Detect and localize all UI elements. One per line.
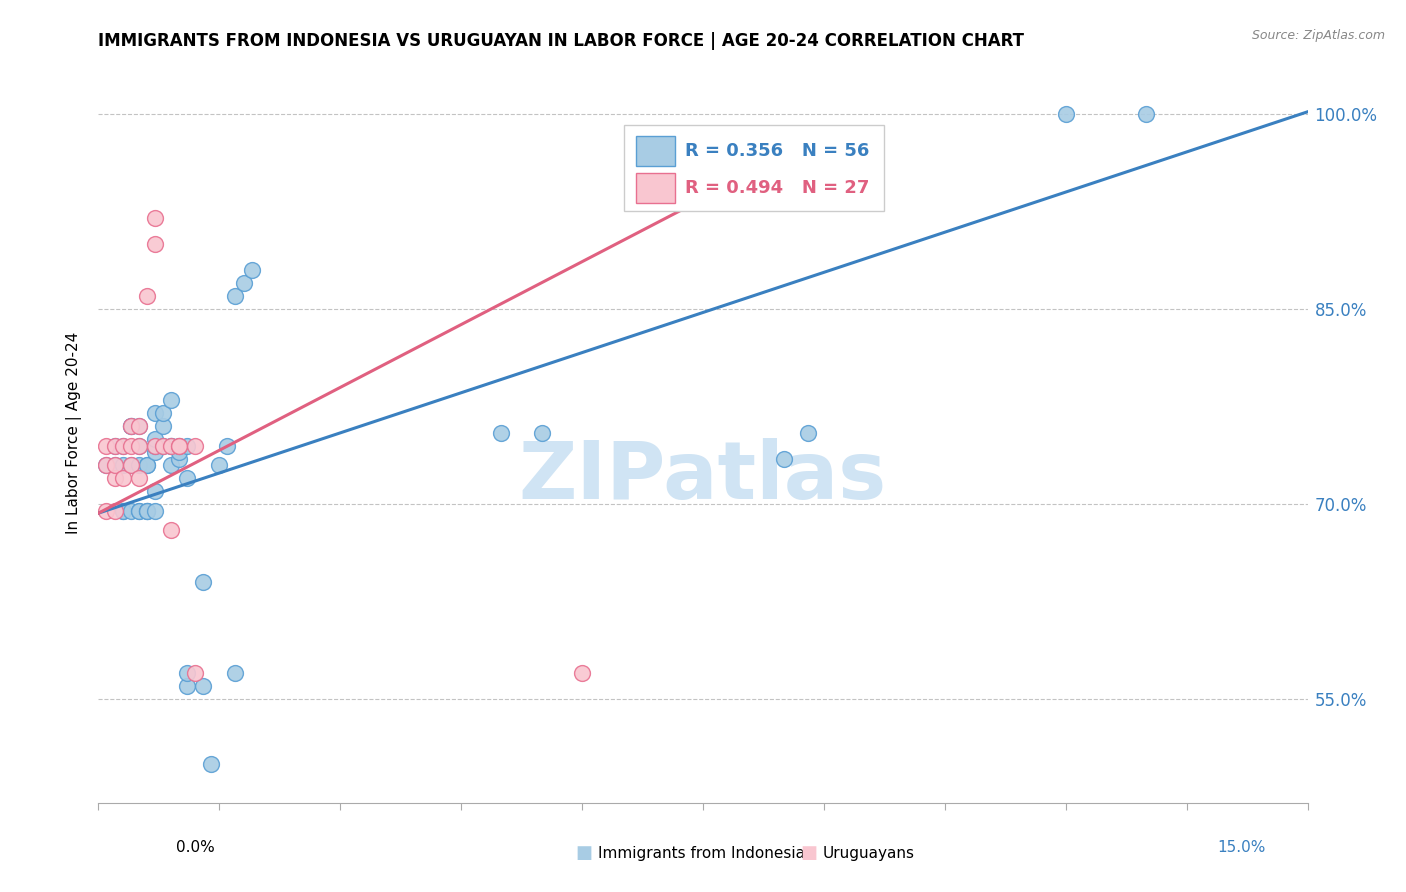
Point <box>152 419 174 434</box>
Point <box>530 425 553 440</box>
Point <box>160 439 183 453</box>
Point <box>111 503 134 517</box>
Point <box>240 263 263 277</box>
Point <box>120 419 142 434</box>
FancyBboxPatch shape <box>624 126 884 211</box>
Point <box>143 445 166 459</box>
Point <box>160 439 183 453</box>
Point <box>200 756 222 771</box>
Point <box>103 439 125 453</box>
Point <box>96 458 118 472</box>
Point <box>160 523 183 537</box>
Point <box>184 439 207 453</box>
Point <box>96 439 118 453</box>
Point <box>120 503 142 517</box>
Point <box>135 458 157 472</box>
Text: R = 0.356   N = 56: R = 0.356 N = 56 <box>685 143 869 161</box>
Bar <box>637 136 675 166</box>
Point <box>571 665 593 680</box>
Point <box>193 679 215 693</box>
Text: Immigrants from Indonesia: Immigrants from Indonesia <box>598 847 804 861</box>
Point <box>1135 107 1157 121</box>
Point <box>217 439 239 453</box>
Point <box>143 484 166 499</box>
Point <box>128 439 150 453</box>
Point <box>143 406 166 420</box>
Text: 15.0%: 15.0% <box>1218 840 1265 855</box>
Point <box>135 503 157 517</box>
Point <box>128 503 150 517</box>
Point <box>128 439 150 453</box>
Point <box>103 503 125 517</box>
Point <box>128 503 150 517</box>
Point <box>772 451 794 466</box>
Point <box>103 458 125 472</box>
Point <box>491 425 513 440</box>
Point <box>128 458 150 472</box>
Point <box>135 503 157 517</box>
Point <box>120 458 142 472</box>
Point <box>128 419 150 434</box>
Point <box>128 419 150 434</box>
Point <box>193 574 215 589</box>
Point <box>152 406 174 420</box>
Text: ZIPatlas: ZIPatlas <box>519 438 887 516</box>
Point <box>103 471 125 485</box>
Text: ■: ■ <box>800 844 817 862</box>
Point <box>111 439 134 453</box>
Point <box>120 458 142 472</box>
Text: Uruguayans: Uruguayans <box>823 847 914 861</box>
Point <box>160 439 183 453</box>
Point <box>1054 107 1077 121</box>
Point <box>111 439 134 453</box>
Point <box>120 419 142 434</box>
Point <box>176 665 198 680</box>
Point <box>111 458 134 472</box>
Point <box>135 503 157 517</box>
Point <box>208 458 231 472</box>
Point <box>167 439 190 453</box>
Point <box>143 237 166 252</box>
Point <box>224 665 246 680</box>
Point <box>160 393 183 408</box>
Point <box>103 439 125 453</box>
Point <box>176 439 198 453</box>
Point <box>160 458 183 472</box>
Point <box>232 277 254 291</box>
Point <box>184 665 207 680</box>
Point <box>143 439 166 453</box>
Point <box>96 458 118 472</box>
Point <box>128 471 150 485</box>
Text: ■: ■ <box>575 844 592 862</box>
Point <box>111 503 134 517</box>
Point <box>111 471 134 485</box>
Point <box>143 439 166 453</box>
Y-axis label: In Labor Force | Age 20-24: In Labor Force | Age 20-24 <box>66 332 83 533</box>
Point <box>224 289 246 303</box>
Point <box>167 439 190 453</box>
Point <box>797 425 820 440</box>
Point <box>135 458 157 472</box>
Point <box>152 439 174 453</box>
Point <box>167 439 190 453</box>
Bar <box>637 173 675 203</box>
Point <box>96 503 118 517</box>
Point <box>167 451 190 466</box>
Text: Source: ZipAtlas.com: Source: ZipAtlas.com <box>1251 29 1385 42</box>
Point <box>120 439 142 453</box>
Point <box>103 458 125 472</box>
Point <box>152 439 174 453</box>
Point <box>120 419 142 434</box>
Point <box>176 679 198 693</box>
Text: 0.0%: 0.0% <box>176 840 215 855</box>
Point <box>176 471 198 485</box>
Point <box>143 503 166 517</box>
Point <box>143 432 166 446</box>
Text: IMMIGRANTS FROM INDONESIA VS URUGUAYAN IN LABOR FORCE | AGE 20-24 CORRELATION CH: IMMIGRANTS FROM INDONESIA VS URUGUAYAN I… <box>98 32 1025 50</box>
Point <box>167 445 190 459</box>
Point <box>135 289 157 303</box>
Point <box>143 211 166 226</box>
Text: R = 0.494   N = 27: R = 0.494 N = 27 <box>685 179 869 197</box>
